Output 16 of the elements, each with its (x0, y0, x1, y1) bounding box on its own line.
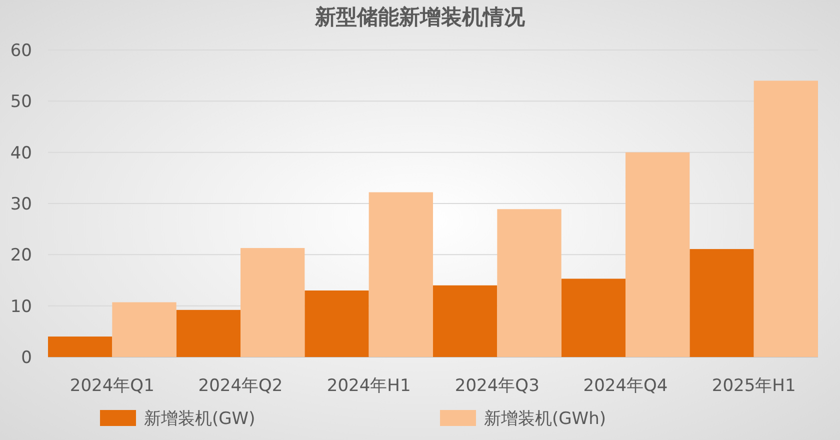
y-tick-label: 40 (10, 143, 32, 164)
x-tick-label: 2024年H1 (326, 376, 411, 396)
y-tick-label: 50 (10, 92, 32, 112)
x-tick-label: 2024年Q4 (583, 376, 668, 396)
y-tick-label: 60 (10, 41, 32, 61)
y-tick-label: 0 (21, 348, 32, 368)
legend-label: 新增装机(GWh) (484, 409, 606, 429)
x-tick-label: 2024年Q2 (198, 376, 283, 396)
y-tick-label: 30 (10, 194, 32, 214)
chart-title: 新型储能新增装机情况 (314, 5, 526, 29)
x-tick-label: 2024年Q1 (70, 376, 154, 396)
y-tick-label: 10 (10, 296, 32, 317)
y-tick-label: 20 (10, 246, 32, 266)
x-tick-label: 2024年Q3 (454, 376, 540, 396)
x-tick-label: 2025年H1 (712, 376, 796, 396)
legend-label: 新增装机(GW) (144, 409, 256, 429)
